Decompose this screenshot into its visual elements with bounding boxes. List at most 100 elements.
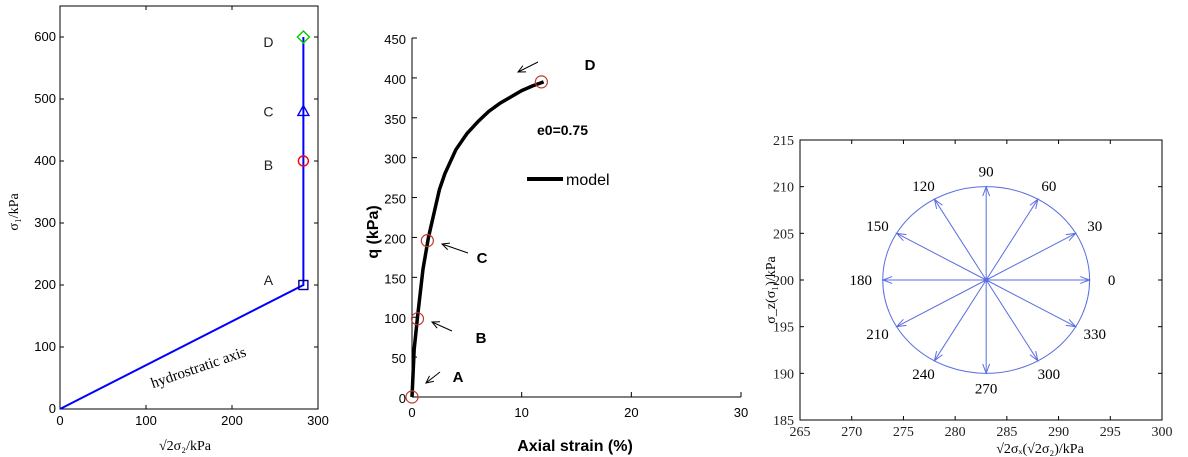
void-ratio-annotation: e0=0.75 bbox=[537, 122, 588, 138]
point-a-marker bbox=[298, 279, 309, 291]
panel1-x-tick-label: 200 bbox=[221, 413, 243, 428]
point-d-label: D bbox=[585, 57, 596, 74]
model-curve bbox=[410, 80, 545, 398]
panel1-x-tick-label: 100 bbox=[135, 413, 157, 428]
panel3-x-axis-label: √2σₓ(√2σ₂)/kPa bbox=[996, 442, 1084, 457]
panel2-y-tick-label: 100 bbox=[384, 311, 406, 326]
stress-path-line bbox=[59, 37, 305, 410]
point-d-marker bbox=[534, 75, 549, 89]
panel2-y-tick-label: 400 bbox=[384, 72, 406, 87]
point-c-arrow-head bbox=[440, 242, 451, 250]
point-b-marker bbox=[297, 155, 310, 167]
direction-arrowhead-60 bbox=[1029, 197, 1039, 210]
angle-label-180: 180 bbox=[849, 273, 872, 289]
point-d-arrow bbox=[517, 61, 539, 73]
point-a-arrow-head bbox=[425, 375, 434, 384]
panel2-y-axis-label: q (kPa) bbox=[365, 205, 382, 258]
angle-label-90: 90 bbox=[979, 165, 994, 181]
point-c-label: C bbox=[263, 103, 273, 119]
angle-label-300: 300 bbox=[1038, 367, 1061, 383]
direction-arrowhead-150 bbox=[895, 232, 907, 242]
direction-arrow-30 bbox=[985, 232, 1076, 281]
panel2-y-tick-label: 150 bbox=[384, 271, 406, 286]
hydrostatic-axis-annotation: hydrostratic axis bbox=[149, 344, 248, 392]
direction-arrow-210 bbox=[896, 279, 987, 328]
panel3-y-tick-label: 200 bbox=[773, 274, 794, 289]
point-b-label: B bbox=[264, 157, 273, 173]
direction-arrowhead-180 bbox=[881, 276, 893, 284]
panel3-y-tick-label: 205 bbox=[773, 227, 794, 242]
panel1-y-tick-label: 300 bbox=[34, 215, 56, 230]
direction-arrowhead-120 bbox=[933, 197, 943, 210]
panel1-y-tick-label: 0 bbox=[49, 401, 56, 416]
point-d-arrow-head bbox=[516, 65, 527, 73]
panel2-y-tick-label: 0 bbox=[399, 391, 406, 406]
direction-arrowhead-30 bbox=[1065, 232, 1078, 242]
panel1-plot-frame bbox=[59, 5, 319, 410]
center-point bbox=[983, 277, 989, 283]
direction-arrowhead-300 bbox=[1029, 350, 1039, 363]
point-c-label: C bbox=[477, 250, 488, 267]
panel3-x-tick-label: 265 bbox=[790, 425, 811, 440]
point-b-label: B bbox=[476, 330, 487, 347]
panel2-x-tick-label: 0 bbox=[408, 405, 415, 420]
direction-arrowhead-330 bbox=[1065, 318, 1078, 328]
direction-arrow-240 bbox=[934, 279, 987, 362]
direction-arrowhead-270 bbox=[982, 363, 991, 375]
point-b-arrow-head bbox=[430, 321, 441, 329]
panel3-y-tick-label: 210 bbox=[773, 181, 794, 196]
panel2-y-tick-label: 200 bbox=[384, 231, 406, 246]
point-a-label: A bbox=[453, 369, 464, 386]
panel2-y-tick-label: 300 bbox=[384, 152, 406, 167]
angle-label-0: 0 bbox=[1108, 273, 1116, 289]
point-b-marker bbox=[410, 312, 425, 326]
angle-label-30: 30 bbox=[1087, 219, 1102, 235]
point-c-marker bbox=[296, 103, 311, 117]
panel2-x-tick-label: 10 bbox=[514, 405, 528, 420]
point-c-arrow bbox=[441, 243, 469, 254]
direction-arrowhead-240 bbox=[933, 350, 943, 363]
principal-direction-panel: √2σₓ(√2σ₂)/kPa σ_z(σ₁)/kPa 265 270 275 280 2… bbox=[764, 134, 1173, 457]
panel3-x-tick-label: 275 bbox=[893, 425, 914, 440]
panel1-y-axis-label: σ₁/kPa bbox=[7, 193, 22, 231]
direction-arrow-330 bbox=[985, 279, 1076, 328]
angle-label-120: 120 bbox=[912, 179, 935, 195]
panel3-x-tick-label: 285 bbox=[996, 425, 1017, 440]
panel2-x-tick-label: 30 bbox=[734, 405, 748, 420]
panel1-y-tick-label: 600 bbox=[34, 29, 56, 44]
panel1-x-axis-label: √2σ₂/kPa bbox=[159, 439, 212, 454]
angle-label-330: 330 bbox=[1084, 327, 1107, 343]
q-strain-panel: Axial strain (%) q (kPa) e0=0.75 model 0… bbox=[365, 32, 748, 455]
direction-arrowhead-90 bbox=[982, 185, 991, 197]
direction-arrowhead-210 bbox=[895, 318, 907, 328]
panel3-x-tick-label: 290 bbox=[1048, 425, 1069, 440]
panel3-y-axis-label: σ_z(σ₁)/kPa bbox=[764, 256, 779, 324]
panel2-y-tick-label: 50 bbox=[392, 351, 406, 366]
panel2-y-tick-label: 250 bbox=[384, 192, 406, 207]
panel1-x-tick-label: 300 bbox=[307, 413, 329, 428]
point-d-label: D bbox=[263, 34, 273, 50]
panel3-x-tick-label: 300 bbox=[1152, 425, 1173, 440]
point-a-arrow bbox=[425, 371, 441, 384]
angle-label-150: 150 bbox=[866, 219, 889, 235]
point-a-marker bbox=[405, 390, 419, 404]
panel1-y-tick-label: 200 bbox=[34, 277, 56, 292]
panel1-y-tick-label: 400 bbox=[34, 153, 56, 168]
panel2-x-axis-label: Axial strain (%) bbox=[517, 438, 633, 455]
panel2-x-tick-label: 20 bbox=[624, 405, 638, 420]
angle-label-240: 240 bbox=[912, 367, 935, 383]
angle-label-270: 270 bbox=[975, 381, 998, 397]
point-c-marker bbox=[420, 234, 434, 248]
point-d-marker bbox=[296, 30, 311, 44]
angle-label-60: 60 bbox=[1041, 179, 1056, 195]
direction-arrow-300 bbox=[985, 279, 1039, 362]
direction-arrowhead-0 bbox=[1080, 276, 1092, 284]
panel1-y-tick-label: 100 bbox=[34, 339, 56, 354]
legend-label: model bbox=[566, 172, 610, 189]
stress-path-panel: √2σ₂/kPa σ₁/kPa hydrostratic axis 0 100 20… bbox=[7, 5, 329, 454]
panel1-x-tick-label: 0 bbox=[56, 413, 63, 428]
panel3-x-tick-label: 295 bbox=[1100, 425, 1121, 440]
point-b-arrow bbox=[431, 321, 453, 332]
panel2-y-tick-label: 450 bbox=[384, 32, 406, 47]
